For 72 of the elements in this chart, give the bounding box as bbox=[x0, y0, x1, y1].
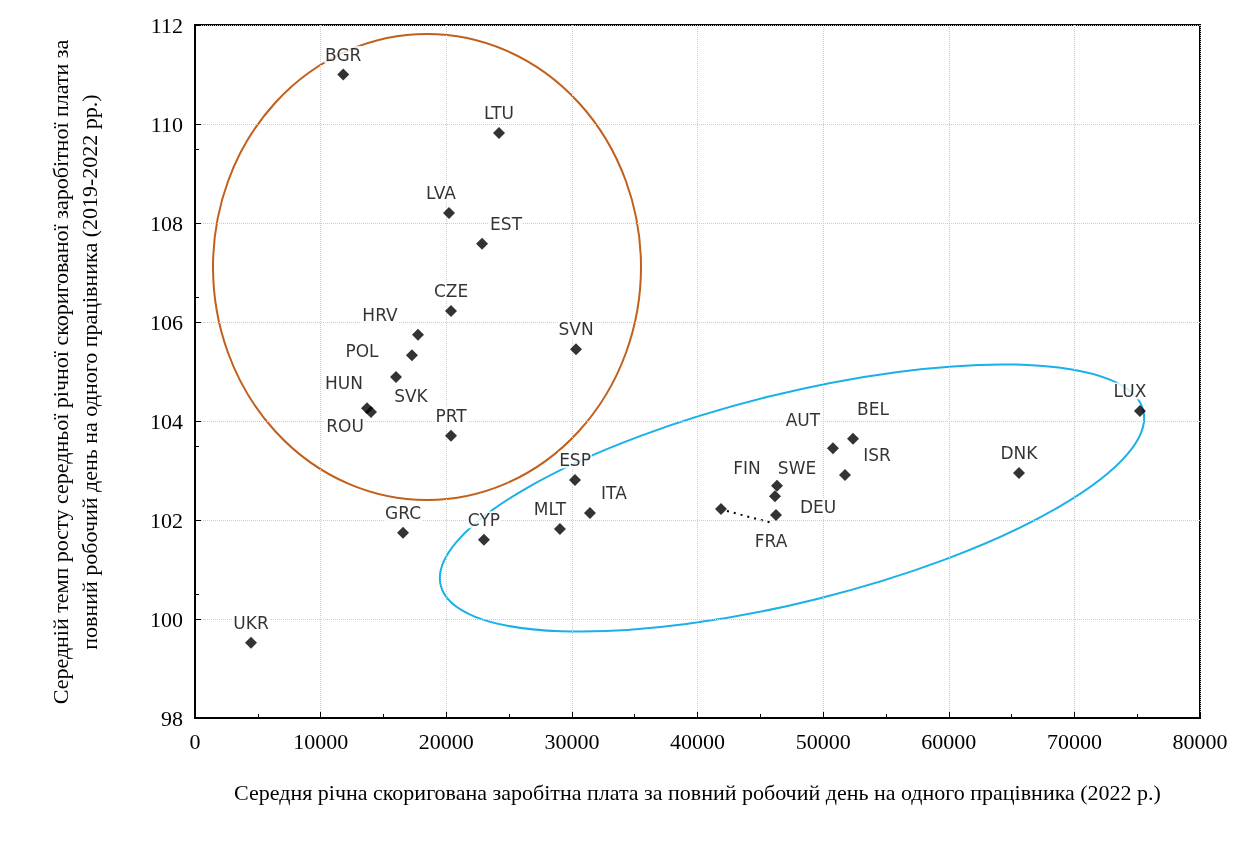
point bbox=[569, 473, 582, 486]
point bbox=[838, 468, 851, 481]
x-tick-label: 50000 bbox=[795, 728, 851, 754]
data-label: PRT bbox=[435, 405, 468, 426]
x-tick-label: 60000 bbox=[921, 728, 977, 754]
data-label: ISR bbox=[863, 444, 891, 465]
data-label: LTU bbox=[484, 102, 514, 123]
y-tick-label: 100 bbox=[150, 606, 183, 632]
x-tick-label: 20000 bbox=[418, 728, 474, 754]
data-label: DEU bbox=[799, 497, 837, 518]
data-label: DNK bbox=[1000, 442, 1039, 463]
y-tick-label: 102 bbox=[150, 507, 183, 533]
data-label: HRV bbox=[362, 304, 398, 325]
data-label: LUX bbox=[1113, 381, 1147, 402]
data-label: SWE bbox=[777, 458, 817, 479]
data-label: FRA bbox=[754, 531, 788, 552]
point bbox=[337, 68, 350, 81]
data-label: ROU bbox=[326, 416, 364, 437]
data-label: BGR bbox=[325, 44, 362, 65]
y-tick-label: 104 bbox=[150, 408, 183, 434]
data-label: MLT bbox=[533, 498, 567, 519]
point bbox=[411, 328, 424, 341]
point bbox=[365, 406, 377, 419]
point bbox=[477, 533, 490, 546]
data-label: SVN bbox=[558, 319, 594, 340]
x-tick-label: 70000 bbox=[1046, 728, 1102, 754]
data-label: SVK bbox=[394, 386, 429, 407]
point bbox=[405, 349, 418, 362]
data-label: ESP bbox=[559, 449, 591, 470]
point bbox=[390, 370, 402, 383]
point bbox=[1012, 466, 1025, 479]
data-label: CYP bbox=[467, 509, 501, 530]
point bbox=[553, 522, 566, 535]
point bbox=[445, 429, 458, 442]
y-tick-label: 108 bbox=[150, 210, 183, 236]
data-label: LVA bbox=[426, 183, 457, 204]
data-label: POL bbox=[345, 341, 380, 362]
point bbox=[714, 503, 727, 516]
y-axis-title: Середній темп росту середньої річної скоригованої заробітної плати за повний робочий день на одного працівника (2019-2022 рр.) bbox=[47, 38, 103, 707]
x-tick-label: 30000 bbox=[544, 728, 600, 754]
point bbox=[245, 636, 258, 649]
point bbox=[583, 507, 596, 520]
point bbox=[771, 479, 784, 492]
point bbox=[445, 305, 458, 318]
x-tick-label: 10000 bbox=[293, 728, 349, 754]
data-label: UKR bbox=[233, 612, 269, 633]
x-axis-title: Середня річна скоригована заробітна плата за повний робочий день на одного працівника (2022 р.) bbox=[233, 779, 1162, 807]
x-tick-label: 0 bbox=[189, 728, 201, 754]
data-label: GRC bbox=[385, 502, 422, 523]
x-tick-label: 40000 bbox=[670, 728, 725, 754]
point bbox=[443, 207, 456, 220]
point bbox=[476, 237, 489, 250]
point bbox=[493, 126, 506, 139]
data-label: FIN bbox=[733, 457, 761, 478]
point bbox=[570, 343, 583, 356]
point bbox=[769, 490, 782, 503]
y-tick-label: 112 bbox=[150, 12, 183, 38]
x-tick-label: 80000 bbox=[1172, 728, 1228, 754]
data-label: CZE bbox=[433, 281, 469, 302]
point bbox=[847, 432, 860, 445]
point bbox=[770, 509, 783, 522]
point bbox=[826, 442, 839, 455]
data-label: HUN bbox=[325, 372, 363, 393]
data-label: BEL bbox=[857, 398, 890, 419]
point bbox=[1133, 405, 1146, 418]
data-label: AUT bbox=[785, 410, 821, 431]
y-tick-label: 98 bbox=[161, 705, 183, 731]
y-tick-label: 110 bbox=[150, 111, 183, 137]
data-label: ITA bbox=[601, 483, 628, 504]
data-label: EST bbox=[490, 213, 523, 234]
point bbox=[397, 526, 410, 539]
y-tick-label: 106 bbox=[150, 309, 183, 335]
